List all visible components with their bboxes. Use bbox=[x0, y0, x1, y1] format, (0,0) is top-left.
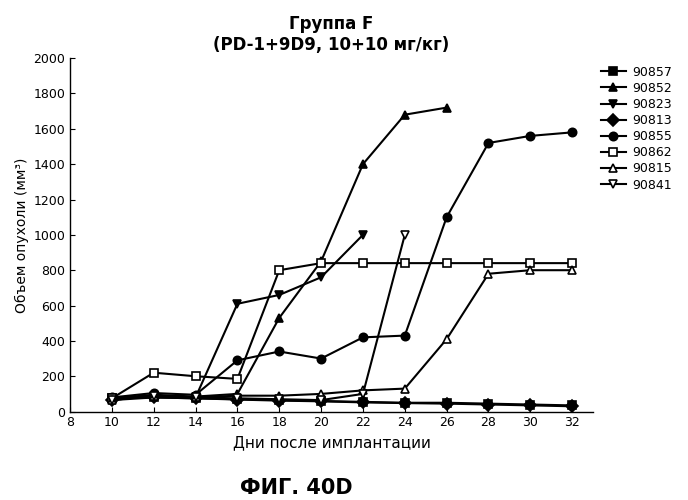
90852 bbox=[191, 394, 200, 400]
90823 bbox=[317, 274, 325, 280]
90855 bbox=[484, 140, 493, 146]
90855 bbox=[359, 334, 367, 340]
90823 bbox=[359, 232, 367, 238]
90862 bbox=[568, 260, 577, 266]
90862 bbox=[317, 260, 325, 266]
90841 bbox=[400, 232, 409, 238]
90855 bbox=[233, 358, 241, 364]
90823 bbox=[108, 396, 116, 402]
90815 bbox=[108, 397, 116, 403]
Line: 90841: 90841 bbox=[108, 230, 409, 404]
90813 bbox=[108, 397, 116, 403]
90813 bbox=[568, 404, 577, 409]
90813 bbox=[484, 402, 493, 407]
90855 bbox=[400, 332, 409, 338]
90862 bbox=[191, 373, 200, 379]
90857 bbox=[442, 400, 451, 406]
90841 bbox=[108, 397, 116, 403]
90857 bbox=[317, 398, 325, 404]
90855 bbox=[568, 130, 577, 136]
90813 bbox=[149, 394, 158, 400]
90857 bbox=[149, 394, 158, 400]
90862 bbox=[484, 260, 493, 266]
90823 bbox=[149, 392, 158, 398]
90815 bbox=[191, 394, 200, 400]
90857 bbox=[191, 396, 200, 402]
Line: 90852: 90852 bbox=[108, 104, 451, 403]
90813 bbox=[275, 398, 283, 404]
90813 bbox=[317, 398, 325, 404]
90823 bbox=[191, 394, 200, 400]
Title: Группа F
(PD-1+9D9, 10+10 мг/кг): Группа F (PD-1+9D9, 10+10 мг/кг) bbox=[213, 15, 450, 54]
90823 bbox=[275, 292, 283, 298]
90815 bbox=[149, 392, 158, 398]
90862 bbox=[400, 260, 409, 266]
Line: 90862: 90862 bbox=[108, 259, 577, 402]
90813 bbox=[400, 400, 409, 406]
90841 bbox=[359, 391, 367, 397]
90857 bbox=[484, 400, 493, 406]
90813 bbox=[191, 396, 200, 402]
90815 bbox=[526, 267, 535, 273]
90841 bbox=[233, 396, 241, 402]
90857 bbox=[526, 402, 535, 407]
90862 bbox=[149, 370, 158, 376]
90841 bbox=[191, 394, 200, 400]
90813 bbox=[233, 396, 241, 402]
90841 bbox=[275, 396, 283, 402]
90855 bbox=[442, 214, 451, 220]
90813 bbox=[359, 400, 367, 406]
90852 bbox=[149, 392, 158, 398]
90815 bbox=[275, 392, 283, 398]
90815 bbox=[359, 388, 367, 394]
Line: 90857: 90857 bbox=[108, 394, 577, 409]
90862 bbox=[233, 376, 241, 382]
Line: 90813: 90813 bbox=[108, 394, 577, 410]
90862 bbox=[442, 260, 451, 266]
90813 bbox=[526, 402, 535, 408]
90813 bbox=[442, 400, 451, 406]
Line: 90823: 90823 bbox=[108, 230, 367, 404]
90855 bbox=[149, 390, 158, 396]
90841 bbox=[317, 397, 325, 403]
90841 bbox=[149, 392, 158, 398]
Y-axis label: Объем опухоли (мм³): Объем опухоли (мм³) bbox=[15, 157, 29, 312]
Line: 90855: 90855 bbox=[108, 128, 577, 402]
90852 bbox=[108, 396, 116, 402]
90862 bbox=[359, 260, 367, 266]
90815 bbox=[568, 267, 577, 273]
90852 bbox=[400, 112, 409, 117]
90855 bbox=[317, 356, 325, 362]
90857 bbox=[359, 399, 367, 405]
Legend: 90857, 90852, 90823, 90813, 90855, 90862, 90815, 90841: 90857, 90852, 90823, 90813, 90855, 90862… bbox=[599, 64, 673, 193]
X-axis label: Дни после имплантации: Дни после имплантации bbox=[233, 435, 431, 450]
90862 bbox=[108, 396, 116, 402]
90815 bbox=[233, 392, 241, 398]
Text: ФИГ. 40D: ФИГ. 40D bbox=[239, 478, 352, 498]
90857 bbox=[108, 396, 116, 402]
90815 bbox=[442, 336, 451, 342]
90852 bbox=[359, 161, 367, 167]
90823 bbox=[233, 301, 241, 307]
90857 bbox=[275, 397, 283, 403]
90857 bbox=[233, 396, 241, 402]
90852 bbox=[317, 258, 325, 264]
90855 bbox=[526, 133, 535, 139]
90855 bbox=[108, 394, 116, 400]
90857 bbox=[568, 402, 577, 408]
90862 bbox=[275, 267, 283, 273]
90855 bbox=[191, 392, 200, 398]
90852 bbox=[275, 315, 283, 321]
90857 bbox=[400, 400, 409, 406]
Line: 90815: 90815 bbox=[108, 266, 577, 404]
90855 bbox=[275, 348, 283, 354]
90815 bbox=[317, 391, 325, 397]
90862 bbox=[526, 260, 535, 266]
90815 bbox=[484, 270, 493, 276]
90852 bbox=[442, 104, 451, 110]
90852 bbox=[233, 391, 241, 397]
90815 bbox=[400, 386, 409, 392]
